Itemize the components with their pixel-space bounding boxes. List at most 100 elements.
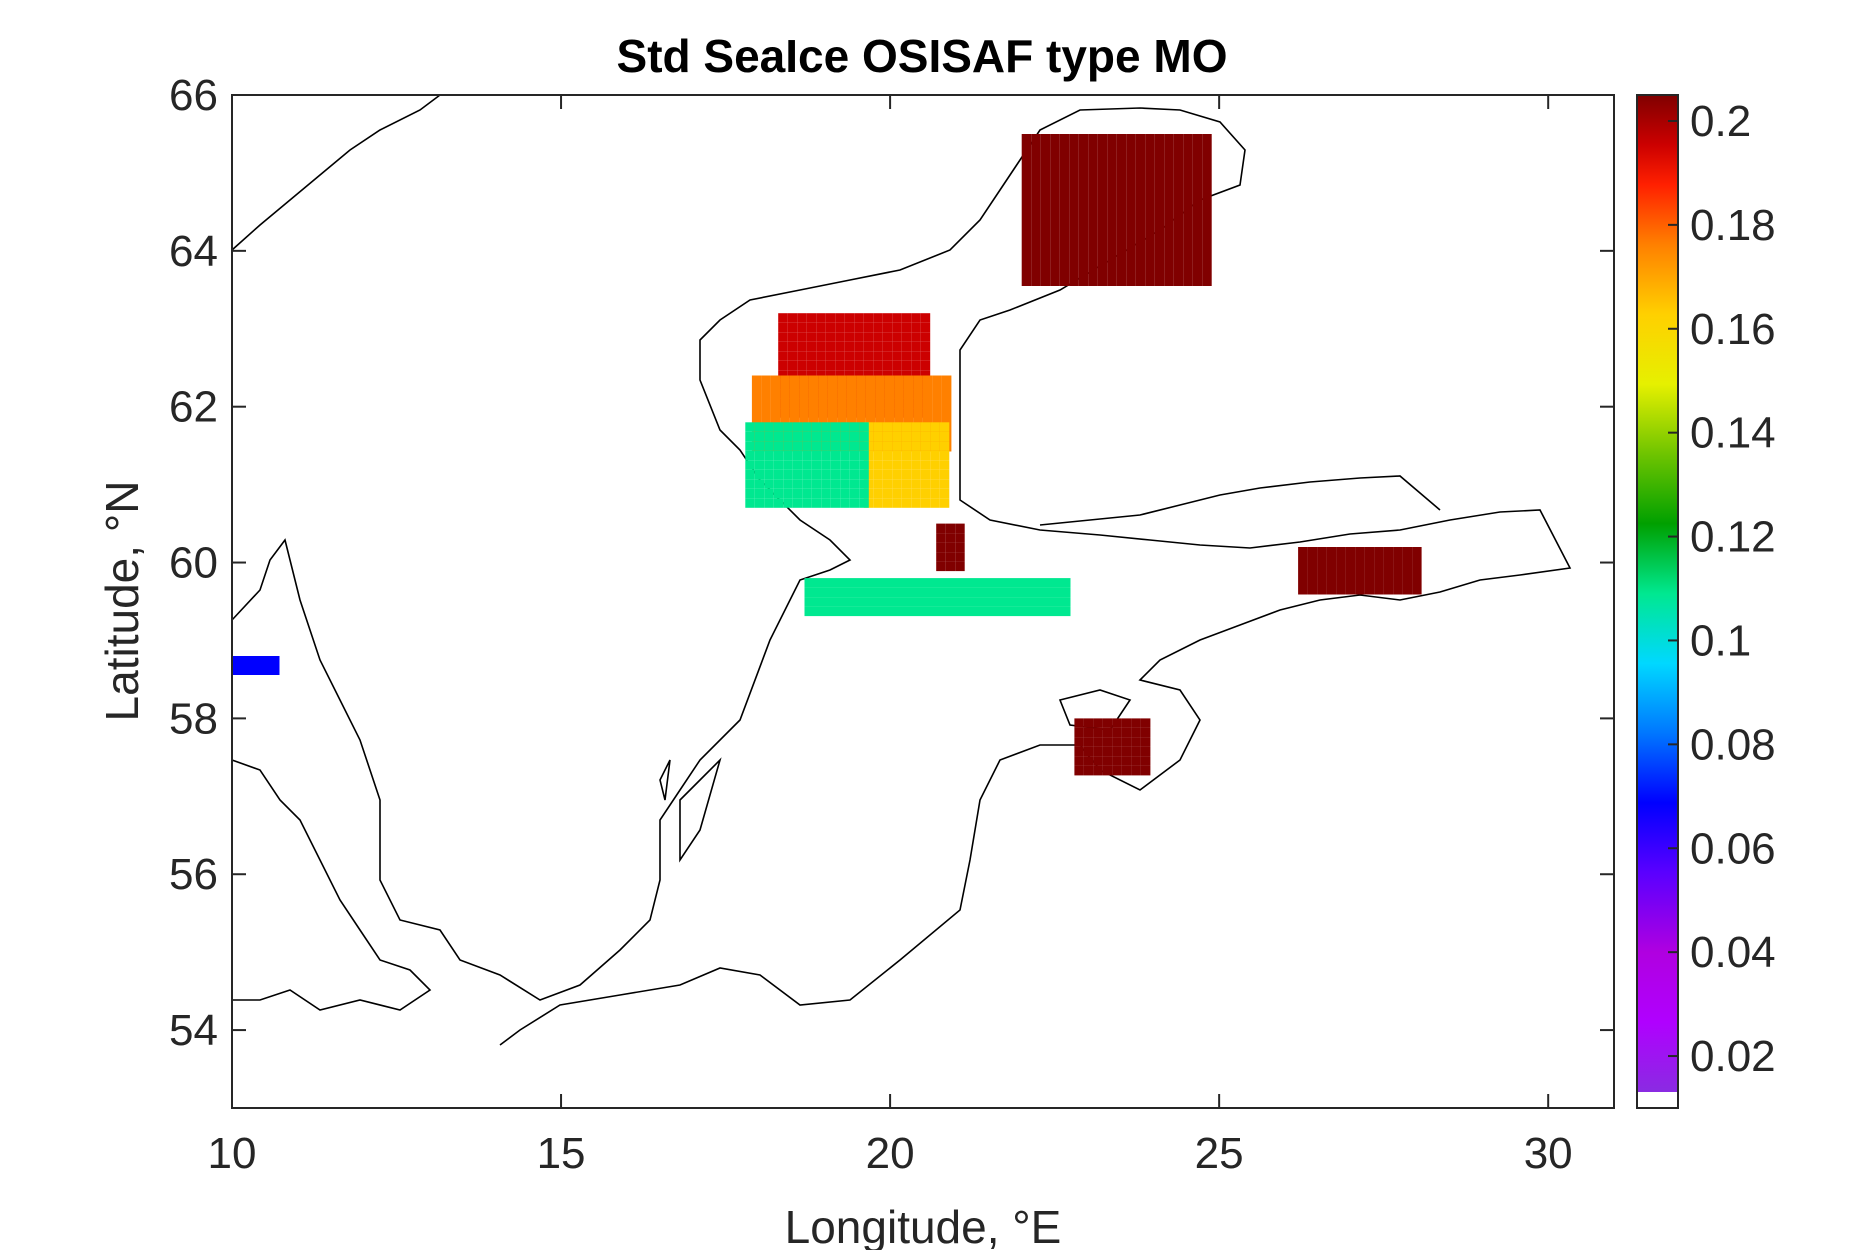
ice-std-cell bbox=[1069, 248, 1079, 258]
ice-std-cell bbox=[932, 404, 942, 414]
ice-std-cell bbox=[802, 498, 812, 508]
ice-std-cell bbox=[799, 394, 809, 404]
ice-std-cell bbox=[1116, 162, 1127, 172]
ice-std-cell bbox=[818, 385, 828, 395]
ice-std-cell bbox=[1116, 267, 1127, 277]
ice-std-cell bbox=[1192, 238, 1203, 248]
ice-std-cell bbox=[1183, 248, 1193, 258]
ice-std-cell bbox=[1107, 181, 1117, 191]
ice-std-cell bbox=[901, 313, 912, 323]
ice-std-cell bbox=[1074, 718, 1084, 728]
ice-std-cell bbox=[1183, 219, 1193, 229]
ice-std-cell bbox=[1383, 556, 1394, 566]
ice-std-cell bbox=[955, 552, 965, 562]
ice-std-cell bbox=[842, 606, 852, 617]
ice-std-cell bbox=[882, 479, 893, 489]
ice-std-cell bbox=[787, 341, 798, 352]
ice-std-cell bbox=[861, 606, 871, 617]
ice-std-cell bbox=[1173, 172, 1184, 182]
ice-std-cell bbox=[985, 587, 995, 598]
ice-std-cell bbox=[1116, 248, 1127, 258]
ice-std-cell bbox=[1355, 585, 1365, 595]
ice-std-cell bbox=[920, 360, 931, 371]
ice-std-cell bbox=[789, 413, 800, 423]
ice-std-cell bbox=[1040, 267, 1051, 277]
ice-std-cell bbox=[783, 469, 793, 480]
ice-std-cell bbox=[821, 441, 831, 451]
ice-std-cell bbox=[821, 431, 831, 442]
ice-std-cell bbox=[892, 450, 902, 461]
ice-std-cell bbox=[1326, 575, 1337, 585]
ice-std-cell bbox=[1307, 575, 1318, 585]
ice-std-cell bbox=[1135, 162, 1146, 172]
ice-std-cell bbox=[871, 606, 881, 617]
ice-std-cell bbox=[920, 469, 931, 480]
ice-std-cell bbox=[1078, 229, 1089, 239]
ice-std-cell bbox=[783, 479, 793, 489]
ice-std-cell bbox=[1383, 575, 1394, 585]
ice-std-cell bbox=[1145, 162, 1155, 172]
ice-std-cell bbox=[859, 450, 869, 461]
ice-std-cell bbox=[1069, 267, 1079, 277]
ice-std-cell bbox=[1097, 200, 1108, 210]
ice-std-cell bbox=[901, 341, 912, 352]
ice-std-cell bbox=[854, 341, 864, 352]
ice-std-cell bbox=[859, 431, 869, 442]
ice-std-cell bbox=[1164, 257, 1174, 267]
ice-std-cell bbox=[1145, 248, 1155, 258]
ice-std-cell bbox=[911, 479, 921, 489]
ice-std-cell bbox=[854, 322, 864, 333]
ice-std-cell bbox=[1088, 276, 1098, 286]
ice-std-cell bbox=[1140, 765, 1151, 776]
ice-std-cell bbox=[833, 587, 843, 598]
ice-std-cell bbox=[1078, 210, 1089, 220]
ice-std-cell bbox=[920, 488, 931, 499]
ice-std-cell bbox=[846, 375, 857, 385]
ice-std-cell bbox=[1050, 191, 1060, 201]
ice-std-cell bbox=[861, 587, 871, 598]
ice-std-cell bbox=[880, 578, 890, 588]
ice-std-cell bbox=[787, 313, 798, 323]
ice-std-cell bbox=[1173, 134, 1184, 144]
ice-std-cell bbox=[913, 404, 923, 414]
ice-std-cell bbox=[1298, 566, 1308, 576]
colorbar-tick-label: 0.08 bbox=[1690, 720, 1776, 769]
ice-std-cell bbox=[1021, 143, 1032, 153]
ice-std-cell bbox=[1145, 200, 1155, 210]
ice-std-cell bbox=[901, 322, 912, 333]
ice-std-cell bbox=[1145, 143, 1155, 153]
ice-std-cell bbox=[1317, 585, 1327, 595]
ice-std-cell bbox=[947, 587, 957, 598]
ice-std-cell bbox=[1173, 200, 1184, 210]
ice-std-cell bbox=[849, 431, 860, 442]
ice-std-cell bbox=[1298, 556, 1308, 566]
ice-std-cell bbox=[856, 404, 866, 414]
ice-std-cell bbox=[1164, 191, 1174, 201]
ice-std-cell bbox=[827, 385, 838, 395]
ice-std-cell bbox=[859, 498, 869, 508]
ice-std-cell bbox=[764, 469, 774, 480]
ice-std-cell bbox=[966, 606, 976, 617]
ice-std-cell bbox=[1131, 765, 1141, 776]
ice-std-cell bbox=[922, 375, 933, 385]
ice-std-cell bbox=[770, 394, 781, 404]
ice-std-cell bbox=[806, 313, 817, 323]
ice-std-cell bbox=[773, 422, 784, 432]
ice-std-cell bbox=[814, 597, 824, 607]
ice-std-cell bbox=[1307, 566, 1318, 576]
y-tick-label: 58 bbox=[169, 694, 218, 743]
ice-std-cell bbox=[994, 578, 1004, 588]
ice-std-cell bbox=[821, 450, 831, 461]
ice-std-cell bbox=[854, 313, 864, 323]
ice-std-cell bbox=[825, 341, 836, 352]
ice-std-cell bbox=[892, 351, 902, 361]
ice-std-cell bbox=[780, 375, 790, 385]
ice-std-cell bbox=[1031, 143, 1041, 153]
ice-std-cell bbox=[1135, 248, 1146, 258]
ice-std-cell bbox=[789, 385, 800, 395]
ice-std-cell bbox=[1116, 143, 1127, 153]
ice-std-cell bbox=[1164, 134, 1174, 144]
ice-std-cell bbox=[892, 332, 902, 342]
ice-std-cell bbox=[890, 606, 900, 617]
ice-std-cell bbox=[811, 479, 822, 489]
